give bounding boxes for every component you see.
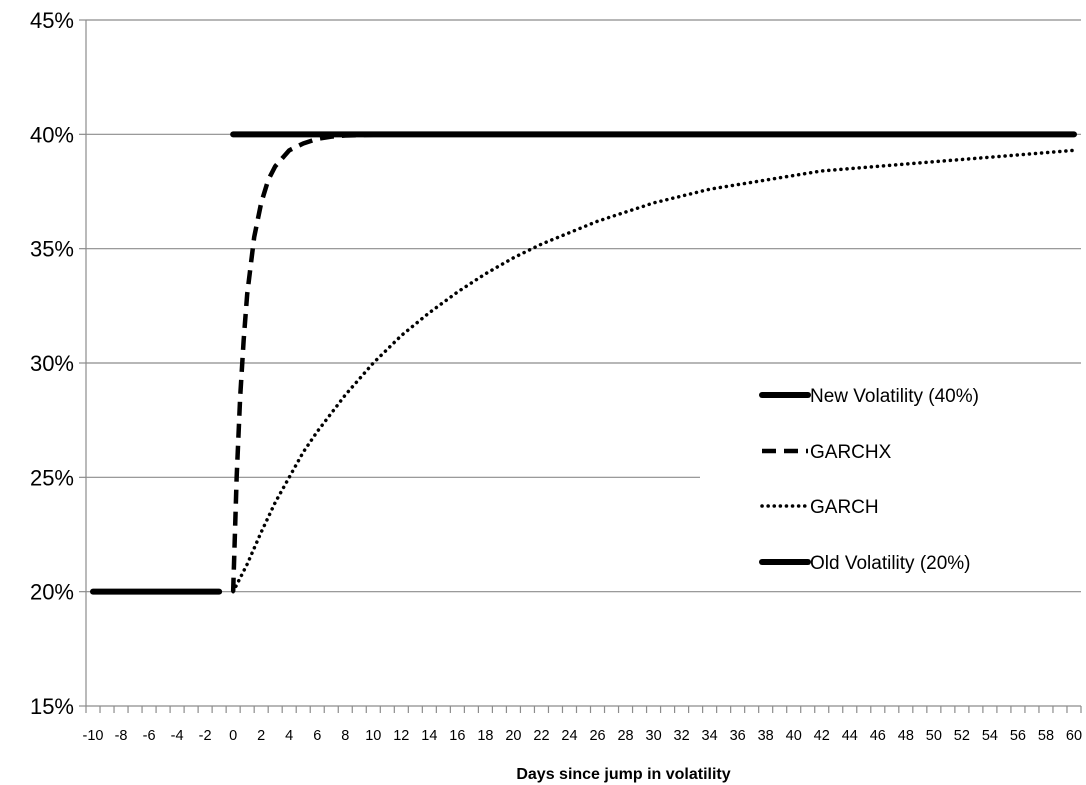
x-tick-label: 38	[758, 728, 774, 744]
y-tick-label: 45%	[30, 8, 74, 33]
y-tick-label: 25%	[30, 465, 74, 490]
x-tick-label: 30	[646, 728, 662, 744]
y-tick-label: 30%	[30, 351, 74, 376]
x-tick-label: -2	[199, 728, 212, 744]
x-tick-label: 46	[870, 728, 886, 744]
x-tick-label: 48	[898, 728, 914, 744]
x-tick-label: 24	[561, 728, 577, 744]
x-tick-label: 20	[505, 728, 521, 744]
y-tick-label: 20%	[30, 580, 74, 605]
legend-label: Old Volatility (20%)	[810, 553, 971, 574]
x-tick-label: 2	[257, 728, 265, 744]
x-tick-label: 14	[421, 728, 437, 744]
x-tick-label: 36	[730, 728, 746, 744]
legend-label: GARCHX	[810, 442, 892, 463]
series-lines	[90, 131, 1077, 595]
legend-label: GARCH	[810, 497, 879, 518]
x-tick-label: 52	[954, 728, 970, 744]
x-tick-label: 44	[842, 728, 858, 744]
y-tick-label: 15%	[30, 694, 74, 719]
x-tick-label: 54	[982, 728, 998, 744]
x-tick-label: 42	[814, 728, 830, 744]
x-tick-labels: -10 -8 -6 -4 -2 0 2 4 6 8 10 12 14 16 18 20 22 24 26 28 30 32…	[83, 728, 1083, 744]
x-tick-label: 32	[674, 728, 690, 744]
x-tick-label: 10	[365, 728, 381, 744]
x-tick-label: 16	[449, 728, 465, 744]
axes	[79, 19, 1082, 713]
x-tick-label: 28	[617, 728, 633, 744]
x-tick-label: 8	[341, 728, 349, 744]
x-tick-label: -8	[115, 728, 128, 744]
legend-label: New Volatility (40%)	[810, 386, 979, 407]
x-tick-label: 50	[926, 728, 942, 744]
x-tick-label: 4	[285, 728, 293, 744]
x-tick-label: -10	[83, 728, 104, 744]
gridlines	[86, 19, 1081, 593]
x-tick-label: -6	[143, 728, 156, 744]
x-tick-label: 0	[229, 728, 237, 744]
legend: New Volatility (40%) GARCHX GARCH Old Volat…	[759, 386, 979, 574]
x-tick-label: 12	[393, 728, 409, 744]
x-tick-label: 34	[702, 728, 718, 744]
series-line-2	[230, 132, 1074, 592]
series-line-3	[231, 148, 1076, 594]
x-tick-label: -4	[171, 728, 184, 744]
x-tick-label: 18	[477, 728, 493, 744]
x-tick-label: 60	[1066, 728, 1082, 744]
y-tick-label: 35%	[30, 237, 74, 262]
x-tick-label: 6	[313, 728, 321, 744]
x-tick-label: 26	[589, 728, 605, 744]
x-tick-label: 58	[1038, 728, 1054, 744]
x-tick-label: 40	[786, 728, 802, 744]
y-tick-label: 40%	[30, 122, 74, 147]
y-tick-labels: 15% 20% 25% 30% 35% 40% 45%	[30, 8, 74, 719]
x-tick-label: 22	[533, 728, 549, 744]
x-axis-label: Days since jump in volatility	[516, 766, 730, 783]
x-tick-label: 56	[1010, 728, 1026, 744]
